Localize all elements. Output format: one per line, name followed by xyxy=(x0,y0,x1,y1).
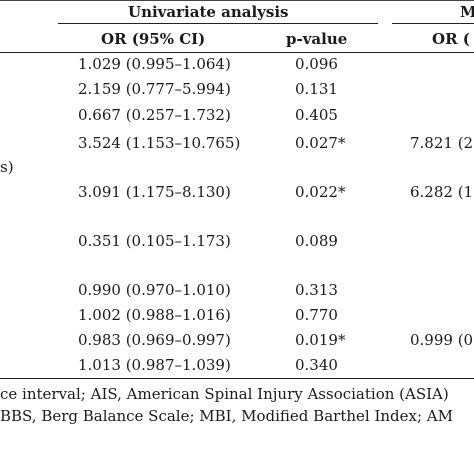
multivariate-header: M xyxy=(460,3,474,21)
p-cell: 0.019* xyxy=(295,331,346,349)
or-cell: 0.990 (0.970–1.010) xyxy=(78,281,231,299)
footnote-line-2: BBS, Berg Balance Scale; MBI, Modified B… xyxy=(0,407,453,425)
table-bottom-rule xyxy=(0,378,474,379)
univariate-header: Univariate analysis xyxy=(128,3,289,21)
p-cell: 0.340 xyxy=(295,356,338,374)
multi-or-cell: 0.999 (0 xyxy=(410,331,474,349)
or-cell: 0.667 (0.257–1.732) xyxy=(78,106,231,124)
p-cell: 0.089 xyxy=(295,232,338,250)
multi-or-cell: 7.821 (2 xyxy=(410,134,474,152)
p-cell: 0.027* xyxy=(295,134,346,152)
p-cell: 0.022* xyxy=(295,183,346,201)
footnote-line-1: ce interval; AIS, American Spinal Injury… xyxy=(0,385,449,403)
p-cell: 0.313 xyxy=(295,281,338,299)
or-cell: 0.983 (0.969–0.997) xyxy=(78,331,231,349)
p-cell: 0.096 xyxy=(295,55,338,73)
or-cell: 3.524 (1.153–10.765) xyxy=(78,134,241,152)
multivariate-underline xyxy=(392,23,474,24)
p-cell: 0.405 xyxy=(295,106,338,124)
or-cell: 0.351 (0.105–1.173) xyxy=(78,232,231,250)
p-value-header: p-value xyxy=(286,30,348,48)
or-cell: 3.091 (1.175–8.130) xyxy=(78,183,231,201)
multivariate-or-header: OR ( xyxy=(432,30,470,48)
row-stub-cell: s) xyxy=(0,158,14,176)
multi-or-cell: 6.282 (1 xyxy=(410,183,474,201)
or-ci-header: OR (95% CI) xyxy=(101,30,206,48)
univariate-underline xyxy=(58,23,378,24)
or-cell: 2.159 (0.777–5.994) xyxy=(78,80,231,98)
or-cell: 1.013 (0.987–1.039) xyxy=(78,356,231,374)
or-cell: 1.002 (0.988–1.016) xyxy=(78,306,231,324)
header-rule xyxy=(0,52,474,53)
p-cell: 0.131 xyxy=(295,80,338,98)
or-cell: 1.029 (0.995–1.064) xyxy=(78,55,231,73)
p-cell: 0.770 xyxy=(295,306,338,324)
